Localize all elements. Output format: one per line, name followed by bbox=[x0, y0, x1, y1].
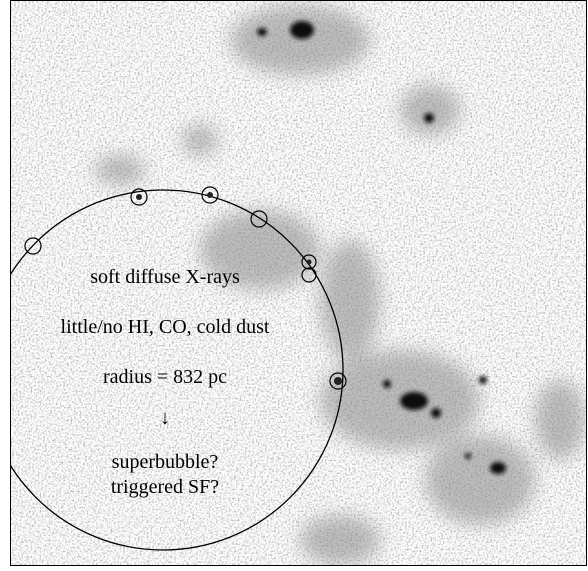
frame bbox=[10, 0, 587, 566]
annotation-line: little/no HI, CO, cold dust bbox=[61, 316, 270, 338]
annotation-line: soft diffuse X-rays bbox=[90, 266, 240, 288]
annotation-line: ↓ bbox=[160, 407, 170, 429]
source-markers bbox=[24, 186, 347, 390]
bubble-circle bbox=[10, 189, 344, 551]
annotation-line: triggered SF? bbox=[111, 476, 219, 498]
annotations: soft diffuse X-rays little/no HI, CO, col… bbox=[61, 266, 270, 498]
annotation-line: superbubble? bbox=[112, 451, 219, 473]
annotation-line: radius = 832 pc bbox=[103, 366, 227, 388]
